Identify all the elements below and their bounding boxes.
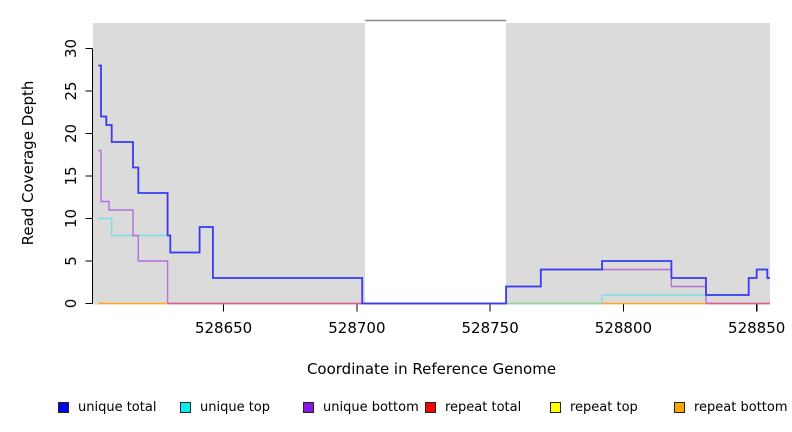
x-axis-tick-label: 528750 bbox=[462, 319, 519, 337]
legend-label-repeat-top: repeat top bbox=[570, 399, 638, 415]
series-line-unique-bottom bbox=[98, 149, 770, 305]
legend-swatch-unique-bottom bbox=[303, 401, 314, 413]
y-axis-tick-label: 0 bbox=[62, 299, 80, 309]
y-axis-tick-label: 15 bbox=[62, 166, 80, 185]
legend-item-repeat-total: repeat total bbox=[425, 398, 521, 416]
y-axis-tick-label: 30 bbox=[62, 39, 80, 58]
y-axis-tick-label: 20 bbox=[62, 124, 80, 143]
y-axis-title: Read Coverage Depth bbox=[19, 80, 37, 246]
legend-swatch-unique-top bbox=[180, 401, 191, 413]
legend-swatch-repeat-total bbox=[425, 401, 436, 413]
legend-label-unique-total: unique total bbox=[78, 399, 157, 415]
legend-item-unique-top: unique top bbox=[180, 398, 270, 416]
legend: unique total unique top unique bottom re… bbox=[0, 398, 792, 420]
series-line-unique-total bbox=[98, 64, 770, 305]
legend-swatch-repeat-top bbox=[550, 401, 561, 413]
y-axis-tick-label: 5 bbox=[62, 256, 80, 266]
legend-swatch-repeat-bottom bbox=[674, 401, 685, 413]
legend-item-unique-bottom: unique bottom bbox=[303, 398, 419, 416]
x-axis-tick-label: 528850 bbox=[728, 319, 785, 337]
legend-item-repeat-bottom: repeat bottom bbox=[674, 398, 788, 416]
x-axis-tick-label: 528800 bbox=[595, 319, 652, 337]
legend-label-unique-top: unique top bbox=[200, 399, 271, 415]
legend-label-repeat-bottom: repeat bottom bbox=[694, 399, 788, 415]
x-axis-title: Coordinate in Reference Genome bbox=[306, 360, 557, 378]
legend-label-unique-bottom: unique bottom bbox=[323, 399, 419, 415]
y-axis-tick-label: 25 bbox=[62, 81, 80, 100]
x-axis-tick-label: 528650 bbox=[195, 319, 252, 337]
legend-swatch-unique-total bbox=[58, 401, 69, 413]
gap-region bbox=[364, 20, 507, 305]
legend-label-repeat-total: repeat total bbox=[445, 399, 522, 415]
x-axis-tick-label: 528700 bbox=[328, 319, 385, 337]
legend-item-unique-total: unique total bbox=[58, 398, 156, 416]
y-axis-tick-label: 10 bbox=[62, 209, 80, 228]
legend-item-repeat-top: repeat top bbox=[550, 398, 638, 416]
